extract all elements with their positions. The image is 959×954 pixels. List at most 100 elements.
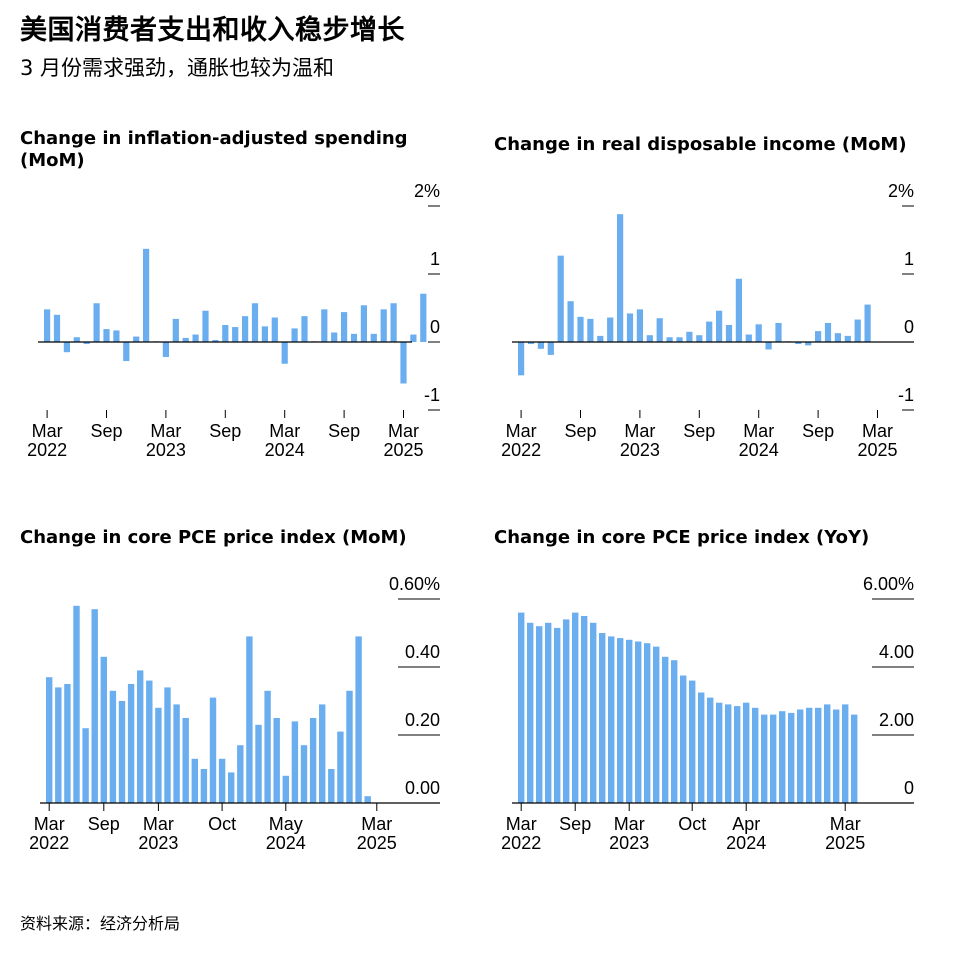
pce-yoy-bar bbox=[635, 641, 642, 803]
spending-x-tick-year: 2024 bbox=[265, 440, 305, 460]
spending-x-tick-label: Mar bbox=[32, 421, 63, 441]
income-bar bbox=[844, 335, 851, 342]
spending-x-tick-label: Mar bbox=[269, 421, 300, 441]
pce-mom-bar bbox=[337, 731, 344, 803]
pce-yoy-bar bbox=[824, 704, 831, 803]
income-bar bbox=[636, 309, 643, 342]
income-y-tick-label: 1 bbox=[904, 249, 914, 269]
spending-x-tick-year: 2022 bbox=[27, 440, 67, 460]
pce-yoy-x-tick-label: Mar bbox=[506, 814, 537, 834]
pce-yoy-x-tick-year: 2023 bbox=[609, 833, 649, 853]
income-x-tick-label: Sep bbox=[802, 421, 834, 441]
pce-yoy-bar bbox=[644, 643, 651, 803]
pce-yoy-bar bbox=[851, 714, 858, 803]
spending-bar bbox=[232, 327, 239, 342]
spending-bar bbox=[291, 328, 298, 342]
pce-yoy-bar bbox=[833, 709, 840, 803]
income-bar bbox=[735, 278, 742, 342]
pce-yoy-x-tick-label: Oct bbox=[678, 814, 706, 834]
spending-bar bbox=[261, 326, 268, 342]
pce-mom-bar bbox=[137, 670, 144, 803]
spending-bar bbox=[192, 334, 199, 342]
spending-bar bbox=[400, 342, 407, 384]
pce-yoy-bar bbox=[545, 622, 552, 803]
pce-yoy-x-tick-label: Apr bbox=[732, 814, 760, 834]
pce-mom-bar bbox=[309, 718, 317, 803]
spending-bar bbox=[212, 339, 219, 342]
pce-mom-bar bbox=[218, 758, 226, 803]
income-bar bbox=[755, 324, 762, 342]
spending-x-tick-label: Sep bbox=[209, 421, 241, 441]
income-bar bbox=[686, 331, 693, 342]
income-bar bbox=[656, 318, 663, 342]
pce-yoy-bar bbox=[554, 627, 561, 803]
income-bar bbox=[587, 318, 594, 342]
pce-mom-bar bbox=[127, 684, 135, 803]
income-y-tick-label: 0 bbox=[904, 317, 914, 337]
income-bar bbox=[676, 337, 683, 342]
spending-bar bbox=[360, 305, 367, 342]
pce-yoy-bar bbox=[617, 638, 624, 803]
pce-mom-bar bbox=[200, 769, 208, 803]
pce-mom-y-tick-label: 0.60% bbox=[389, 574, 440, 594]
pce-mom-bar bbox=[209, 697, 217, 803]
income-x-tick-label: Mar bbox=[862, 421, 893, 441]
pce-yoy-bar bbox=[806, 707, 813, 803]
pce-mom-y-tick-label: 0.00 bbox=[405, 778, 440, 798]
pce-mom-x-tick-label: May bbox=[269, 814, 303, 834]
pce-yoy-bar bbox=[536, 626, 543, 803]
income-x-tick-year: 2024 bbox=[739, 440, 779, 460]
income-bar bbox=[547, 342, 554, 355]
chart-title-pce-yoy: Change in core PCE price index (YoY) bbox=[494, 527, 870, 548]
income-bar bbox=[815, 331, 822, 342]
spending-bar bbox=[370, 333, 377, 342]
spending-x-tick-label: Sep bbox=[328, 421, 360, 441]
pce-yoy-x-tick-label: Sep bbox=[559, 814, 591, 834]
pce-yoy-bar bbox=[743, 702, 750, 803]
pce-yoy-bar bbox=[707, 697, 714, 803]
pce-yoy-bar bbox=[788, 712, 795, 803]
spending-x-tick-label: Mar bbox=[150, 421, 181, 441]
pce-yoy-bar bbox=[608, 636, 615, 803]
pce-yoy-y-tick-label: 0 bbox=[904, 778, 914, 798]
spending-bar bbox=[380, 309, 387, 342]
pce-mom-bar bbox=[246, 636, 253, 803]
spending-bar bbox=[83, 342, 90, 345]
income-bar bbox=[795, 342, 802, 345]
spending-bar bbox=[390, 303, 397, 342]
income-x-tick-label: Mar bbox=[506, 421, 537, 441]
pce-yoy-bar bbox=[563, 619, 570, 803]
income-bar bbox=[824, 322, 832, 342]
income-bar bbox=[577, 316, 584, 342]
income-bar bbox=[527, 342, 535, 345]
pce-mom-bar bbox=[346, 690, 353, 803]
pce-yoy-bar bbox=[653, 646, 660, 803]
spending-bar bbox=[242, 316, 249, 342]
pce-mom-x-tick-label: Mar bbox=[34, 814, 65, 834]
pce-yoy-y-tick-label: 4.00 bbox=[879, 642, 914, 662]
spending-bar bbox=[301, 316, 308, 342]
income-bar bbox=[696, 335, 703, 342]
pce-yoy-bar bbox=[626, 639, 633, 803]
spending-x-tick-label: Sep bbox=[90, 421, 122, 441]
pce-yoy-bar bbox=[599, 633, 606, 803]
pce-mom-bar bbox=[282, 775, 289, 803]
income-bar bbox=[646, 335, 653, 342]
pce-yoy-bar bbox=[725, 704, 732, 803]
income-bar bbox=[617, 214, 624, 342]
pce-mom-x-tick-year: 2025 bbox=[357, 833, 397, 853]
pce-yoy-bar bbox=[590, 622, 597, 803]
spending-bar bbox=[222, 325, 229, 342]
income-bar bbox=[597, 335, 604, 342]
spending-bar bbox=[93, 303, 100, 342]
income-bar bbox=[537, 342, 544, 349]
income-x-tick-label: Sep bbox=[683, 421, 715, 441]
pce-mom-x-tick-year: 2023 bbox=[138, 833, 178, 853]
spending-bar bbox=[341, 312, 348, 342]
pce-yoy-x-tick-year: 2025 bbox=[825, 833, 865, 853]
spending-bar bbox=[143, 248, 150, 342]
pce-yoy-bar bbox=[581, 616, 588, 803]
income-bar bbox=[666, 337, 673, 342]
pce-yoy-x-tick-year: 2022 bbox=[501, 833, 541, 853]
spending-bar bbox=[123, 342, 130, 362]
